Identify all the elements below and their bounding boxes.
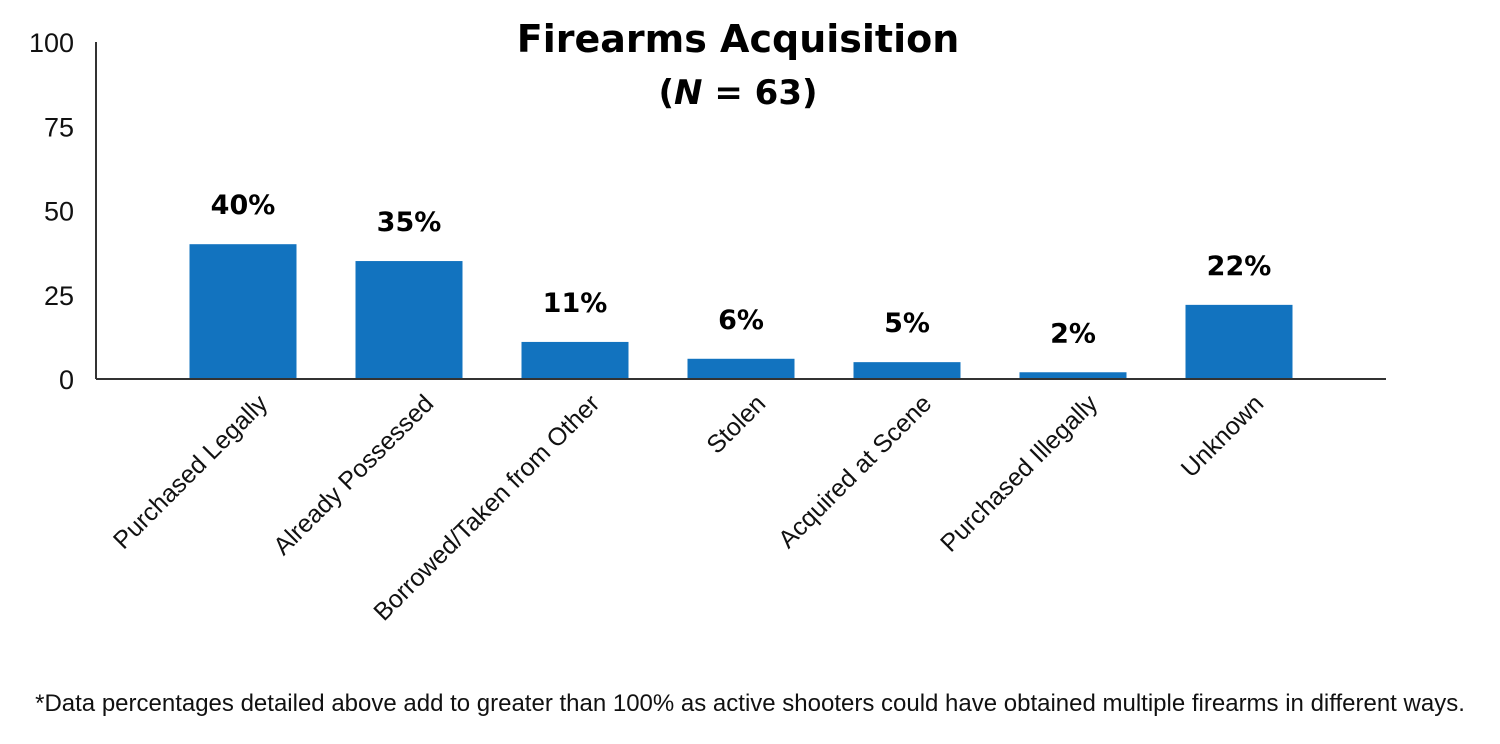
bar-chart: Firearms Acquisition (N = 63) 0 25 50 75 100…: [29, 17, 1386, 626]
x-tick-label: Purchased Illegally: [935, 389, 1104, 558]
bar: [1185, 304, 1293, 379]
data-label: 22%: [1207, 251, 1272, 282]
y-tick-label: 75: [44, 112, 74, 142]
bars: [189, 244, 1293, 379]
data-label: 6%: [718, 305, 764, 336]
bar: [521, 341, 629, 379]
chart-subtitle: (N = 63): [658, 73, 817, 113]
bar: [1019, 372, 1127, 379]
data-label: 11%: [543, 288, 608, 319]
data-label: 40%: [211, 190, 276, 221]
y-tick-label: 50: [44, 197, 74, 227]
y-tick-label: 25: [44, 281, 74, 311]
x-tick-label: Purchased Legally: [108, 389, 274, 555]
y-tick-label: 100: [29, 28, 74, 58]
subtitle-variable: N: [674, 73, 702, 113]
data-label: 2%: [1050, 318, 1096, 349]
x-tick-label: Stolen: [701, 389, 771, 459]
bar: [189, 244, 297, 379]
subtitle-prefix: (: [658, 73, 674, 113]
bar: [853, 362, 961, 379]
chart-title: Firearms Acquisition: [517, 17, 960, 61]
y-axis: 0 25 50 75 100: [29, 28, 74, 395]
bar: [355, 261, 463, 379]
x-tick-label: Unknown: [1176, 389, 1270, 483]
data-labels: 40% 35% 11% 6% 5% 2% 22%: [211, 190, 1272, 349]
data-label: 5%: [884, 308, 930, 339]
subtitle-rest: = 63): [703, 73, 818, 113]
footnote: *Data percentages detailed above add to …: [35, 690, 1465, 717]
y-tick-label: 0: [59, 365, 74, 395]
x-tick-label: Acquired at Scene: [773, 389, 937, 553]
data-label: 35%: [377, 207, 442, 238]
x-tick-label: Already Possessed: [268, 389, 439, 560]
bar: [687, 358, 795, 379]
